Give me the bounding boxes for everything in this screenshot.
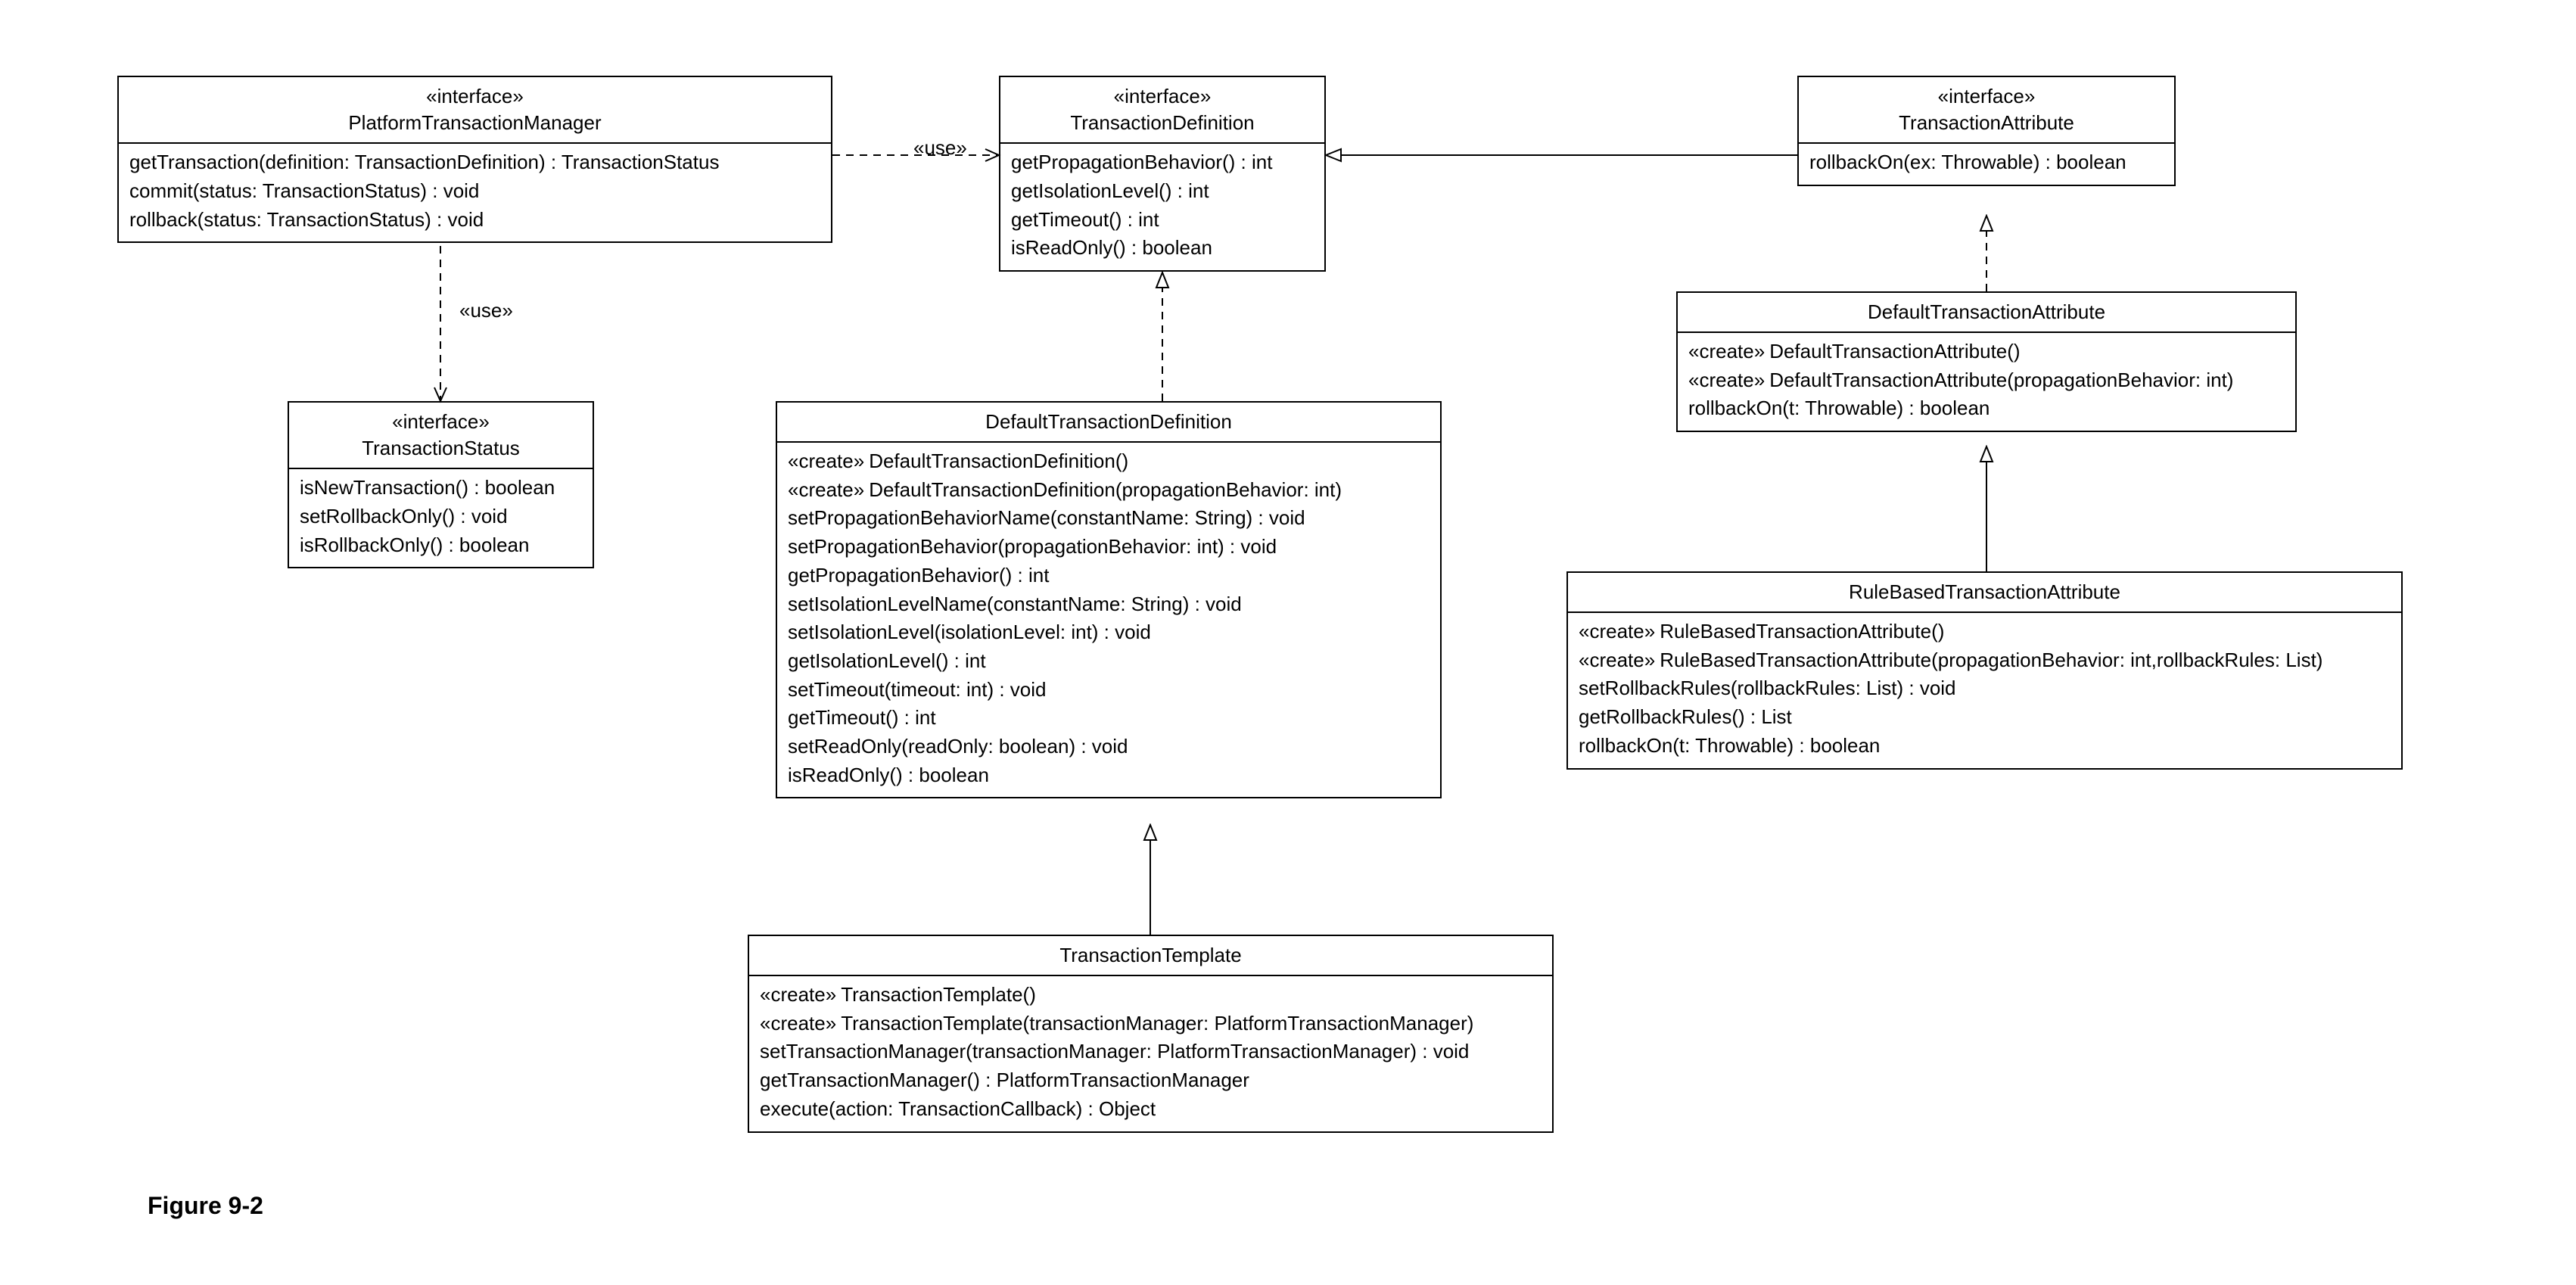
member: commit(status: TransactionStatus) : void: [129, 177, 820, 206]
stereotype-label: «interface»: [300, 409, 582, 435]
member: setTransactionManager(transactionManager…: [760, 1038, 1542, 1066]
member: setTimeout(timeout: int) : void: [788, 676, 1430, 705]
members-list: «create»DefaultTransactionAttribute() «c…: [1678, 333, 2295, 431]
members-list: «create»DefaultTransactionDefinition() «…: [777, 443, 1440, 797]
member: «create»RuleBasedTransactionAttribute(): [1579, 618, 2391, 646]
box-title: «interface» PlatformTransactionManager: [119, 77, 831, 144]
stereotype-label: «interface»: [1011, 83, 1314, 110]
member: isRollbackOnly() : boolean: [300, 531, 582, 560]
box-title: DefaultTransactionDefinition: [777, 403, 1440, 443]
member: getTimeout() : int: [788, 704, 1430, 733]
member: isReadOnly() : boolean: [1011, 234, 1314, 263]
member: setRollbackOnly() : void: [300, 502, 582, 531]
box-title: RuleBasedTransactionAttribute: [1568, 573, 2401, 613]
member: isReadOnly() : boolean: [788, 761, 1430, 790]
box-title: «interface» TransactionAttribute: [1799, 77, 2174, 144]
member: setReadOnly(readOnly: boolean) : void: [788, 733, 1430, 761]
class-name: DefaultTransactionDefinition: [788, 409, 1430, 435]
uml-class-dta: DefaultTransactionAttribute «create»Defa…: [1676, 291, 2297, 432]
members-list: getTransaction(definition: TransactionDe…: [119, 144, 831, 241]
member: «create»DefaultTransactionDefinition(): [788, 447, 1430, 476]
uml-class-td: «interface» TransactionDefinition getPro…: [999, 76, 1326, 272]
member: «create»DefaultTransactionDefinition(pro…: [788, 476, 1430, 505]
class-name: DefaultTransactionAttribute: [1688, 299, 2285, 325]
box-title: DefaultTransactionAttribute: [1678, 293, 2295, 333]
uml-class-ta: «interface» TransactionAttribute rollbac…: [1797, 76, 2176, 186]
uml-class-ts: «interface» TransactionStatus isNewTrans…: [288, 401, 594, 568]
members-list: rollbackOn(ex: Throwable) : boolean: [1799, 144, 2174, 185]
class-name: RuleBasedTransactionAttribute: [1579, 579, 2391, 605]
members-list: isNewTransaction() : boolean setRollback…: [289, 469, 593, 567]
member: «create»TransactionTemplate(transactionM…: [760, 1010, 1542, 1038]
edge-label-use-1: «use»: [912, 136, 969, 160]
uml-class-dtd: DefaultTransactionDefinition «create»Def…: [776, 401, 1442, 798]
member: rollbackOn(ex: Throwable) : boolean: [1809, 148, 2164, 177]
class-name: TransactionStatus: [300, 435, 582, 462]
class-name: TransactionDefinition: [1011, 110, 1314, 136]
member: «create»TransactionTemplate(): [760, 981, 1542, 1010]
member: rollbackOn(t: Throwable) : boolean: [1688, 394, 2285, 423]
uml-class-ptm: «interface» PlatformTransactionManager g…: [117, 76, 832, 243]
member: rollbackOn(t: Throwable) : boolean: [1579, 732, 2391, 761]
member: setPropagationBehavior(propagationBehavi…: [788, 533, 1430, 562]
class-name: TransactionTemplate: [760, 942, 1542, 969]
member: getTransactionManager() : PlatformTransa…: [760, 1066, 1542, 1095]
box-title: TransactionTemplate: [749, 936, 1552, 976]
member: «create»DefaultTransactionAttribute(prop…: [1688, 366, 2285, 395]
figure-caption: Figure 9-2: [148, 1192, 263, 1220]
member: getIsolationLevel() : int: [788, 647, 1430, 676]
box-title: «interface» TransactionStatus: [289, 403, 593, 469]
class-name: PlatformTransactionManager: [129, 110, 820, 136]
stereotype-label: «interface»: [1809, 83, 2164, 110]
members-list: getPropagationBehavior() : int getIsolat…: [1000, 144, 1324, 270]
member: getPropagationBehavior() : int: [788, 562, 1430, 590]
member: setIsolationLevelName(constantName: Stri…: [788, 590, 1430, 619]
member: isNewTransaction() : boolean: [300, 474, 582, 502]
member: getTimeout() : int: [1011, 206, 1314, 235]
members-list: «create»RuleBasedTransactionAttribute() …: [1568, 613, 2401, 767]
edge-label-use-2: «use»: [458, 299, 515, 322]
uml-class-rbta: RuleBasedTransactionAttribute «create»Ru…: [1566, 571, 2403, 770]
member: «create»RuleBasedTransactionAttribute(pr…: [1579, 646, 2391, 675]
member: rollback(status: TransactionStatus) : vo…: [129, 206, 820, 235]
member: setPropagationBehaviorName(constantName:…: [788, 504, 1430, 533]
members-list: «create»TransactionTemplate() «create»Tr…: [749, 976, 1552, 1131]
stereotype-label: «interface»: [129, 83, 820, 110]
box-title: «interface» TransactionDefinition: [1000, 77, 1324, 144]
member: setIsolationLevel(isolationLevel: int) :…: [788, 618, 1430, 647]
member: execute(action: TransactionCallback) : O…: [760, 1095, 1542, 1124]
member: setRollbackRules(rollbackRules: List) : …: [1579, 674, 2391, 703]
member: getTransaction(definition: TransactionDe…: [129, 148, 820, 177]
uml-class-tt: TransactionTemplate «create»TransactionT…: [748, 935, 1554, 1133]
member: getRollbackRules() : List: [1579, 703, 2391, 732]
class-name: TransactionAttribute: [1809, 110, 2164, 136]
member: getIsolationLevel() : int: [1011, 177, 1314, 206]
member: «create»DefaultTransactionAttribute(): [1688, 338, 2285, 366]
member: getPropagationBehavior() : int: [1011, 148, 1314, 177]
